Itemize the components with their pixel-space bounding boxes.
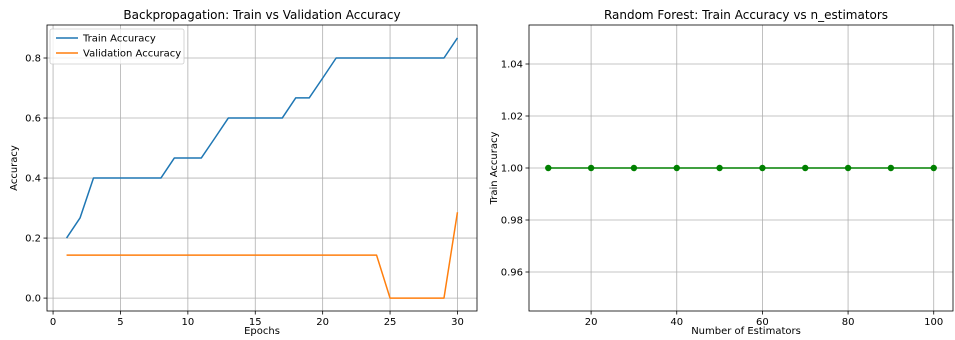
data-point (630, 164, 638, 172)
legend-box (49, 28, 185, 65)
right-plot-frame (528, 24, 954, 312)
left-chart-title: Backpropagation: Train vs Validation Acc… (123, 8, 400, 22)
y-tick-label: 0.96 (501, 268, 523, 279)
data-point (759, 164, 766, 172)
legend-label-train: Train Accuracy (82, 34, 156, 45)
y-tick-label: 1.04 (501, 60, 523, 71)
data-point (545, 164, 552, 172)
series-line-1 (66, 212, 459, 299)
data-point (716, 164, 723, 172)
right-x-axis-label: Number of Estimators (691, 326, 801, 337)
x-tick-label: 10 (181, 317, 194, 328)
legend-label-validation: Validation Accuracy (83, 49, 181, 60)
y-tick-label: 0.2 (25, 234, 41, 245)
x-tick-label: 20 (316, 317, 329, 328)
x-tick-label: 15 (249, 317, 262, 328)
x-tick-label: 40 (670, 317, 683, 328)
x-tick-label: 5 (117, 317, 123, 328)
x-tick-label: 30 (451, 317, 464, 328)
y-tick-label: 0.6 (25, 114, 41, 125)
right-chart-title: Random Forest: Train Accuracy vs n_estim… (604, 8, 888, 22)
left-legend: Train Accuracy Validation Accuracy (49, 28, 185, 65)
y-tick-label: 0.4 (25, 174, 41, 185)
left-subplot: Backpropagation: Train vs Validation Acc… (9, 8, 478, 337)
left-series-group (65, 37, 459, 299)
data-point (844, 164, 852, 172)
data-point (587, 164, 595, 172)
x-tick-label: 80 (842, 317, 855, 328)
left-y-axis-label: Accuracy (9, 145, 20, 191)
data-point (673, 164, 680, 172)
right-y-axis-label: Train Accuracy (489, 132, 500, 206)
left-grid (47, 25, 477, 311)
series-line-0 (65, 37, 459, 239)
y-tick-label: 0.98 (501, 216, 523, 227)
x-tick-label: 100 (924, 317, 943, 328)
x-tick-label: 25 (384, 317, 397, 328)
right-series-group (545, 164, 937, 172)
data-point (930, 164, 937, 172)
right-subplot: Random Forest: Train Accuracy vs n_estim… (489, 8, 954, 337)
data-point (802, 164, 809, 172)
right-ticks: 20 40 60 80 100 0.96 0.98 1.00 1.02 1.04 (501, 60, 944, 329)
x-tick-label: 60 (756, 317, 769, 328)
left-x-axis-label: Epochs (244, 326, 280, 337)
y-tick-label: 1.02 (501, 112, 523, 123)
y-tick-label: 1.00 (501, 164, 523, 175)
y-tick-label: 0.0 (25, 294, 41, 305)
x-tick-label: 0 (50, 317, 56, 328)
left-plot-frame (46, 24, 478, 312)
y-tick-label: 0.8 (25, 54, 41, 65)
x-tick-label: 20 (585, 317, 598, 328)
left-ticks: 0 5 10 15 20 25 30 0.0 0.2 0.4 0.6 0.8 (25, 54, 464, 328)
data-point (887, 164, 895, 172)
